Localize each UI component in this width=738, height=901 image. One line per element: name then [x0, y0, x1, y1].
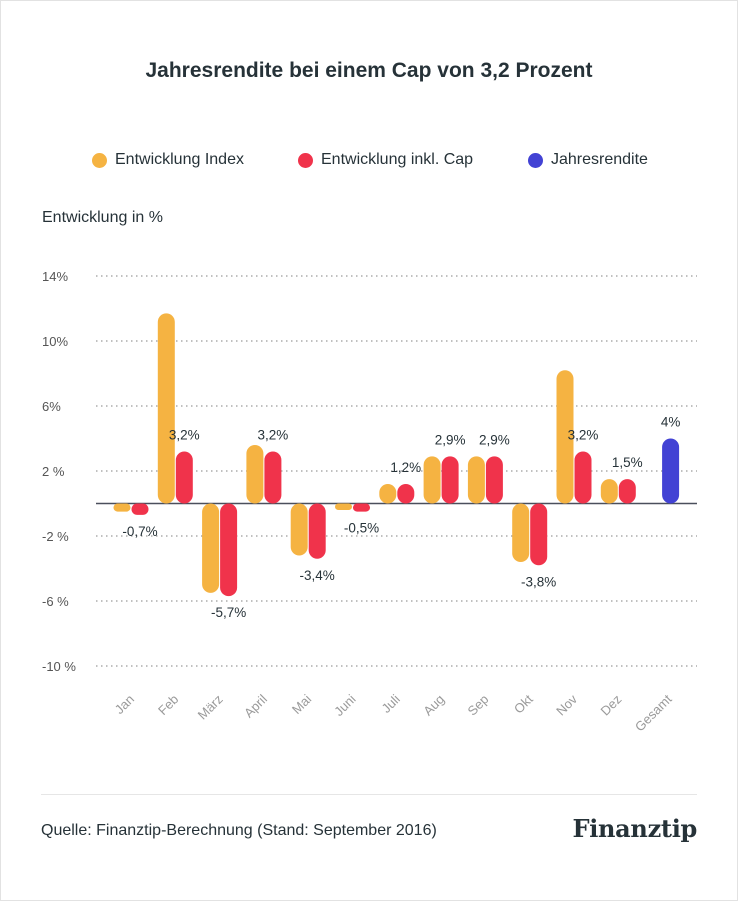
x-tick-label: April [241, 691, 270, 720]
bar-index-6 [379, 484, 397, 504]
x-tick-label: Sep [465, 692, 492, 719]
bar-cap-1 [175, 451, 193, 504]
x-tick-label: Mai [289, 691, 314, 716]
bar-cap-4 [308, 503, 326, 559]
data-label: -0,5% [344, 521, 379, 536]
bar-cap-7 [441, 456, 459, 504]
y-tick-label: -2 % [42, 529, 69, 544]
bar-index-10 [556, 370, 574, 504]
data-label: -3,8% [521, 574, 556, 589]
bar-cap-11 [618, 479, 636, 504]
bar-index-7 [423, 456, 441, 504]
legend-swatch-jahresrendite [528, 152, 543, 168]
legend-item-jahresrendite: Jahresrendite [528, 151, 648, 169]
bar-cap-3 [264, 451, 282, 504]
y-tick-label: 10% [42, 334, 68, 349]
data-label: 1,2% [390, 460, 421, 475]
data-label: -3,4% [300, 568, 335, 583]
y-tick-label: -6 % [42, 594, 69, 609]
x-tick-label: Dez [597, 692, 624, 719]
bar-index-2 [202, 503, 220, 593]
x-tick-label: Aug [420, 692, 447, 719]
x-tick-label: Gesamt [632, 691, 675, 734]
bar-index-1 [157, 313, 175, 504]
bar-index-3 [246, 445, 264, 504]
x-tick-label: Okt [511, 691, 536, 716]
data-label: -5,7% [211, 605, 246, 620]
bar-cap-9 [530, 503, 548, 566]
source-note: Quelle: Finanztip-Berechnung (Stand: Sep… [41, 822, 437, 839]
x-tick-label: Feb [155, 692, 181, 718]
brand-logo: Finanztip [572, 814, 697, 843]
bar-cap-6 [397, 484, 415, 504]
bar-cap-10 [574, 451, 592, 504]
data-label: 2,9% [479, 432, 510, 447]
bar-index-11 [600, 479, 618, 504]
data-label: 1,5% [612, 455, 643, 470]
bar-cap-8 [485, 456, 503, 504]
data-label: 4% [661, 415, 681, 430]
bar-index-9 [512, 503, 530, 562]
data-label: -0,7% [122, 524, 157, 539]
legend-swatch-index [92, 152, 107, 168]
legend-swatch-cap [298, 152, 313, 168]
bar-cap-0 [131, 503, 149, 515]
x-tick-label: Juli [379, 691, 403, 715]
legend-label-jahresrendite: Jahresrendite [551, 151, 648, 168]
chart-title: Jahresrendite bei einem Cap von 3,2 Proz… [145, 59, 593, 82]
bar-index-0 [113, 503, 131, 512]
bar-index-5 [335, 503, 352, 510]
y-axis-label: Entwicklung in % [42, 209, 163, 226]
legend-label-cap: Entwicklung inkl. Cap [321, 151, 474, 168]
y-tick-label: -10 % [42, 659, 76, 674]
x-tick-label: Nov [553, 691, 580, 718]
x-tick-label: Jan [112, 692, 137, 717]
data-label: 3,2% [169, 428, 200, 443]
bar-cap-5 [353, 503, 370, 512]
data-label: 3,2% [568, 428, 599, 443]
x-tick-label: März [195, 692, 226, 723]
bar-index-4 [290, 503, 308, 556]
x-tick-label: Juni [331, 691, 359, 719]
bar-index-8 [467, 456, 485, 504]
y-tick-label: 2 % [42, 464, 65, 479]
legend-item-index: Entwicklung Index [92, 151, 244, 169]
legend-label-index: Entwicklung Index [115, 151, 244, 168]
bar-jahresrendite [662, 438, 680, 504]
bar-cap-2 [220, 503, 238, 597]
data-label: 3,2% [258, 428, 289, 443]
data-label: 2,9% [435, 432, 466, 447]
y-tick-label: 6% [42, 399, 61, 414]
legend-item-cap: Entwicklung inkl. Cap [298, 151, 473, 169]
footer-divider [41, 794, 697, 795]
y-tick-label: 14% [42, 269, 68, 284]
